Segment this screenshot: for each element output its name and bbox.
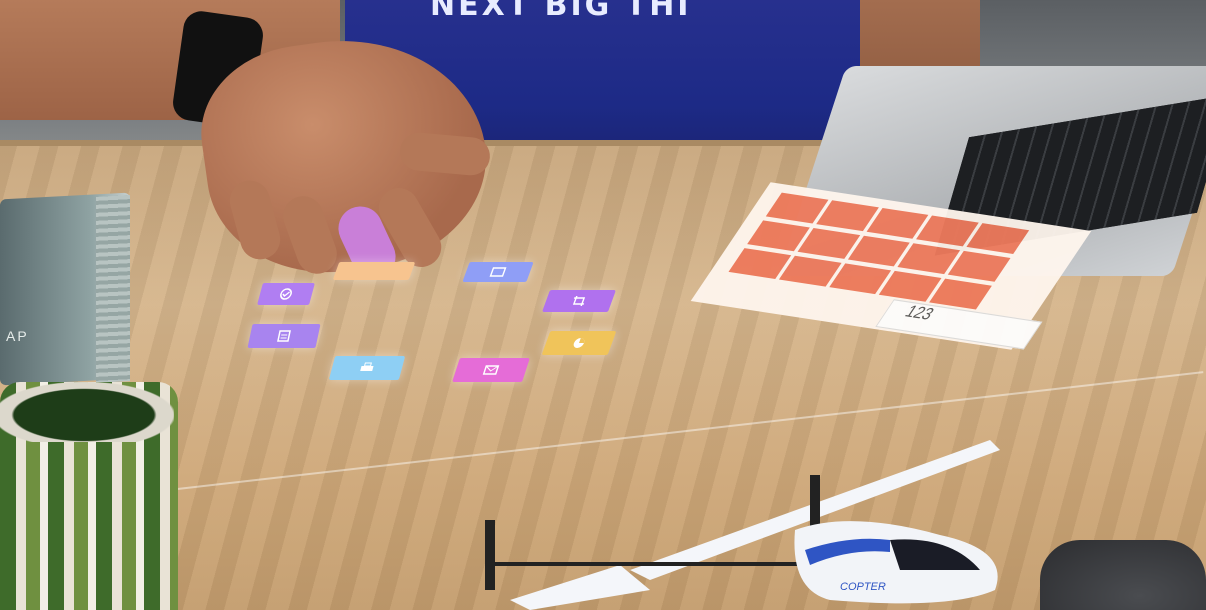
mug-rim [0, 382, 174, 442]
main-rotor-mast [810, 475, 820, 565]
tile-print[interactable] [328, 356, 406, 380]
keypad-key[interactable] [966, 223, 1030, 254]
tile-check[interactable] [257, 283, 315, 305]
blue-stripe [805, 538, 890, 565]
print-icon [360, 362, 374, 371]
tail-boom [490, 562, 820, 566]
crop-icon [572, 296, 586, 306]
tail-rotor-mast [485, 520, 495, 590]
rotor-blade [510, 565, 650, 610]
mail-icon [482, 365, 500, 375]
remote-control [1040, 540, 1206, 610]
cockpit [890, 539, 980, 570]
window-icon [489, 267, 507, 277]
shirt-print: NEXT BIG THI [430, 0, 692, 23]
check-icon [280, 288, 292, 300]
tile-pie[interactable] [541, 331, 617, 355]
tile-crop[interactable] [541, 290, 617, 312]
book-spine-text: AP [6, 328, 29, 344]
keypad-key[interactable] [947, 250, 1011, 282]
helicopter-label: COPTER [840, 581, 886, 593]
pie-icon [573, 338, 585, 348]
tile-window[interactable] [462, 262, 534, 282]
tile-document[interactable] [247, 324, 321, 348]
book-spine [96, 195, 130, 383]
tile-mail[interactable] [452, 358, 530, 382]
table-edge [0, 140, 1206, 146]
document-icon [277, 330, 291, 342]
fingertip-tile[interactable] [332, 262, 416, 280]
toy-helicopter: COPTER [485, 440, 1000, 610]
keypad-key[interactable] [929, 278, 992, 310]
